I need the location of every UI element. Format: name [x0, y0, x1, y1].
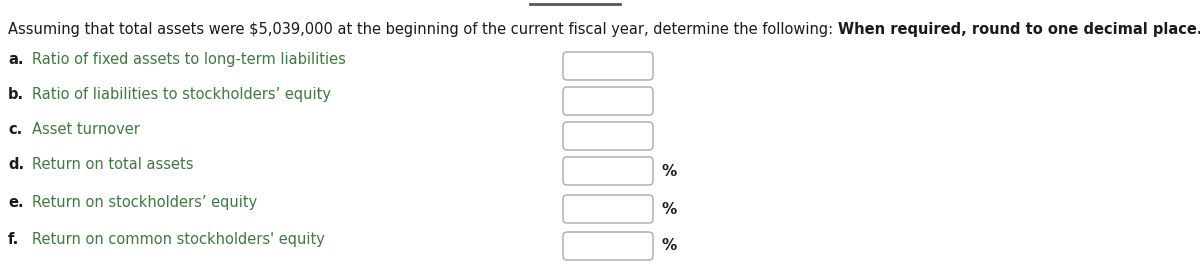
- Text: Ratio of liabilities to stockholders’ equity: Ratio of liabilities to stockholders’ eq…: [32, 87, 331, 102]
- Text: Asset turnover: Asset turnover: [32, 122, 140, 137]
- Text: Return on total assets: Return on total assets: [32, 157, 193, 172]
- FancyBboxPatch shape: [563, 87, 653, 115]
- Text: %: %: [661, 163, 677, 179]
- Text: f.: f.: [8, 232, 19, 247]
- Text: c.: c.: [8, 122, 23, 137]
- FancyBboxPatch shape: [563, 52, 653, 80]
- FancyBboxPatch shape: [563, 232, 653, 260]
- Text: When required, round to one decimal place.: When required, round to one decimal plac…: [838, 22, 1200, 37]
- Text: %: %: [661, 238, 677, 253]
- Text: d.: d.: [8, 157, 24, 172]
- Text: a.: a.: [8, 52, 24, 67]
- FancyBboxPatch shape: [563, 195, 653, 223]
- Text: Ratio of fixed assets to long-term liabilities: Ratio of fixed assets to long-term liabi…: [32, 52, 346, 67]
- FancyBboxPatch shape: [563, 122, 653, 150]
- Text: Assuming that total assets were $5,039,000 at the beginning of the current fisca: Assuming that total assets were $5,039,0…: [8, 22, 838, 37]
- Text: %: %: [661, 202, 677, 217]
- Text: e.: e.: [8, 195, 24, 210]
- Text: Return on common stockholders' equity: Return on common stockholders' equity: [32, 232, 325, 247]
- Text: b.: b.: [8, 87, 24, 102]
- FancyBboxPatch shape: [563, 157, 653, 185]
- Text: Return on stockholders’ equity: Return on stockholders’ equity: [32, 195, 257, 210]
